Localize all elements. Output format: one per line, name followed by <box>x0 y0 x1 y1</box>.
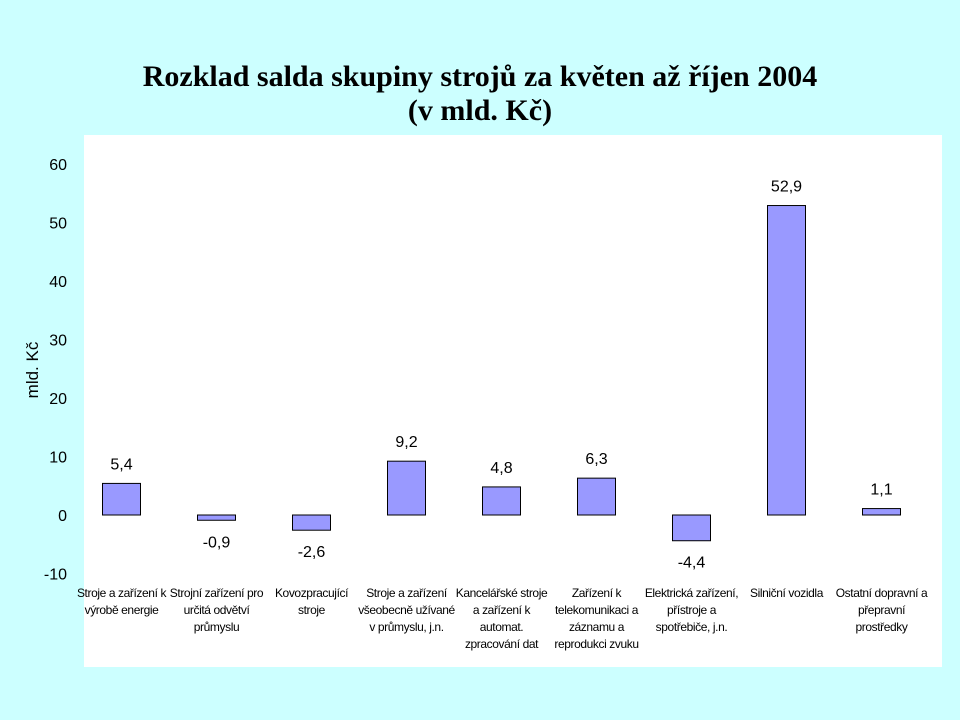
y-tick-label: 50 <box>49 216 67 233</box>
data-label: 4,8 <box>490 460 512 477</box>
chart-title: Rozklad salda skupiny strojů za květen a… <box>0 60 960 128</box>
data-labels: 5,4 -0,9 -2,6 9,2 4,8 6,3 -4,4 52,9 1,1 <box>110 179 892 572</box>
category-label: Kovozpracující stroje <box>275 586 349 617</box>
category-label: Kancelářské stroje a zařízení k automat. zp… <box>456 586 548 651</box>
category-label: Strojní zařízení pro určitá odvětví průmys… <box>170 586 264 634</box>
category-labels: Stroje a zařízení k výrobě energieStrojní… <box>77 586 928 651</box>
y-tick-label: 60 <box>49 157 67 174</box>
data-label: -2,6 <box>298 544 326 561</box>
category-label: Ostatní dopravní a přepravní prostředky <box>836 586 928 634</box>
y-axis-label: mld. Kč <box>23 341 42 398</box>
bar <box>577 477 616 516</box>
y-tick-label: 40 <box>49 274 67 291</box>
y-tick-label: -10 <box>44 567 67 584</box>
y-tick-label: 10 <box>49 450 67 467</box>
bar <box>482 486 521 516</box>
data-label: 6,3 <box>585 451 607 468</box>
y-tick-label: 20 <box>49 391 67 408</box>
category-label: Stroje a zařízení k výrobě energie <box>77 586 168 617</box>
bar <box>387 460 426 516</box>
y-tick-label: 30 <box>49 333 67 350</box>
category-label: Elektrická zařízení, přístroje a spotřebič… <box>645 586 738 634</box>
chart-title-line-1: Rozklad salda skupiny strojů za květen a… <box>142 60 818 93</box>
category-label: Zařízení k telekomunikaci a záznamu a repro… <box>554 586 638 651</box>
data-label: 5,4 <box>110 456 132 473</box>
category-label: Silniční vozidla <box>750 586 824 600</box>
bar <box>102 482 141 516</box>
category-label: Stroje a zařízení všeobecně užívané v prům… <box>358 586 455 634</box>
y-tick-label: 0 <box>58 508 67 525</box>
y-axis-ticks: 60 50 40 30 20 10 0 -10 <box>44 157 67 584</box>
bar <box>862 508 901 516</box>
chart-title-line-2: (v mld. Kč) <box>407 94 553 127</box>
bar <box>767 205 806 516</box>
data-label: 1,1 <box>870 482 892 499</box>
data-label: -4,4 <box>678 555 706 572</box>
data-label: -0,9 <box>203 534 231 551</box>
data-label: 9,2 <box>395 434 417 451</box>
bars <box>102 205 901 542</box>
bar <box>292 514 331 531</box>
data-label: 52,9 <box>771 179 802 196</box>
bar <box>672 514 711 542</box>
bar <box>197 514 236 521</box>
